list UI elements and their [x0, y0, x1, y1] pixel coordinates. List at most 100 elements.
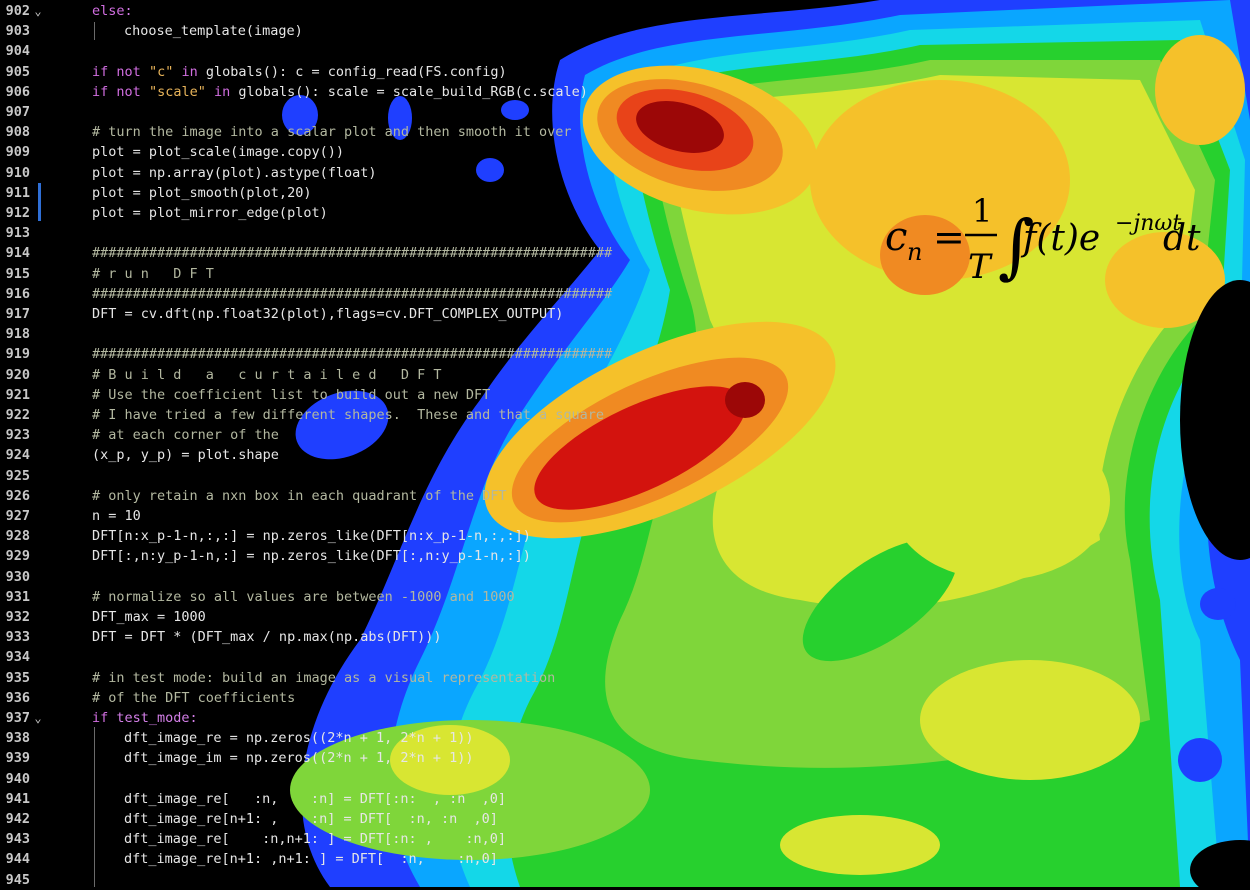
code-line[interactable]: 937 ⌄ if test_mode: [0, 708, 1250, 728]
formula-denominator: T [968, 247, 993, 287]
code-line[interactable]: 904 [0, 41, 1250, 61]
line-number: 911 [5, 184, 30, 201]
code-line[interactable]: 906 if not "scale" in globals(): scale = … [0, 82, 1250, 102]
code-text: else: [92, 3, 133, 20]
contour-hole [1190, 840, 1250, 887]
code-line[interactable]: 922 # I have tried a few different shapes… [0, 405, 1250, 425]
code-line[interactable]: 911 plot = plot_smooth(plot,20) [0, 183, 1250, 203]
formula-numerator: 1 [972, 192, 992, 230]
code-text: dft_image_re[n+1: ,n+1: ] = DFT[ :n, :n,… [124, 851, 498, 868]
code-text: # B u i l d a c u r t a i l e d D F T [92, 366, 442, 383]
code-line[interactable]: 944 dft_image_re[n+1: ,n+1: ] = DFT[ :n, … [0, 849, 1250, 869]
code-line[interactable]: 914 #####################################… [0, 243, 1250, 263]
line-number: 934 [5, 649, 30, 666]
line-number: 938 [5, 730, 30, 747]
contour-level-4 [802, 538, 958, 662]
code-text: DFT[n:x_p-1-n,:,:] = np.zeros_like(DFT[n… [92, 528, 531, 545]
code-text: dft_image_im = np.zeros((2*n + 1, 2*n + … [124, 750, 474, 767]
line-number: 909 [5, 144, 30, 161]
code-line[interactable]: 917 DFT = cv.dft(np.float32(plot),flags=c… [0, 304, 1250, 324]
code-line[interactable]: 918 [0, 324, 1250, 344]
code-line[interactable]: 916 #####################################… [0, 284, 1250, 304]
code-line[interactable]: 925 [0, 466, 1250, 486]
code-text: ########################################… [92, 245, 613, 262]
code-line[interactable]: 943 dft_image_re[ :n,n+1: ] = DFT[:n: , :… [0, 829, 1250, 849]
code-text: # in test mode: build an image as a visu… [92, 669, 556, 686]
line-number: 929 [5, 548, 30, 565]
line-number: 916 [5, 285, 30, 302]
code-line[interactable]: 929 DFT[:,n:y_p-1-n,:] = np.zeros_like(DF… [0, 546, 1250, 566]
formula-dt: dt [1163, 218, 1201, 259]
code-line[interactable]: 928 DFT[n:x_p-1-n,:,:] = np.zeros_like(DF… [0, 526, 1250, 546]
line-number: 937 [5, 710, 30, 727]
code-text: if not "c" in globals(): c = config_read… [92, 63, 507, 80]
code-line[interactable]: 915 # r u n D F T [0, 264, 1250, 284]
code-line[interactable]: 939 dft_image_im = np.zeros((2*n + 1, 2*n… [0, 748, 1250, 768]
code-line[interactable]: 933 DFT = DFT * (DFT_max / np.max(np.abs(… [0, 627, 1250, 647]
contour-level-1 [1200, 588, 1236, 620]
code-line[interactable]: 926 # only retain a nxn box in each quadr… [0, 486, 1250, 506]
chevron-down-icon[interactable]: ⌄ [34, 4, 42, 19]
line-number: 918 [5, 326, 30, 343]
line-number: 912 [5, 205, 30, 222]
code-text: # r u n D F T [92, 265, 214, 282]
line-number: 905 [5, 63, 30, 80]
code-line[interactable]: 945 [0, 870, 1250, 890]
code-text: DFT = DFT * (DFT_max / np.max(np.abs(DFT… [92, 629, 442, 646]
code-line[interactable]: 907 [0, 102, 1250, 122]
line-number: 933 [5, 629, 30, 646]
code-line[interactable]: 908 # turn the image into a scalar plot a… [0, 122, 1250, 142]
code-line[interactable]: 902 ⌄ else: [0, 1, 1250, 21]
code-line[interactable]: 940 [0, 769, 1250, 789]
code-line[interactable]: 927 n = 10 [0, 506, 1250, 526]
code-line[interactable]: 913 [0, 223, 1250, 243]
code-line[interactable]: 935 # in test mode: build an image as a v… [0, 668, 1250, 688]
change-marker [38, 183, 41, 221]
formula-lhs: c [885, 214, 907, 260]
code-text: dft_image_re[n+1: , :n] = DFT[ :n, :n ,0… [124, 811, 498, 828]
code-line[interactable]: 938 dft_image_re = np.zeros((2*n + 1, 2*n… [0, 728, 1250, 748]
line-number: 943 [5, 831, 30, 848]
code-line[interactable]: 942 dft_image_re[n+1: , :n] = DFT[ :n, :n… [0, 809, 1250, 829]
code-line[interactable]: 934 [0, 647, 1250, 667]
formula-lhs-sub: n [907, 238, 922, 266]
code-line[interactable]: 909 plot = plot_scale(image.copy()) [0, 142, 1250, 162]
code-text: if not "scale" in globals(): scale = sca… [92, 83, 588, 100]
code-line[interactable]: 931 # normalize so all values are between… [0, 587, 1250, 607]
code-line[interactable]: 920 # B u i l d a c u r t a i l e d D F T [0, 365, 1250, 385]
code-line[interactable]: 923 # at each corner of the [0, 425, 1250, 445]
code-text: # only retain a nxn box in each quadrant… [92, 487, 507, 504]
line-number: 927 [5, 508, 30, 525]
code-text: plot = plot_scale(image.copy()) [92, 144, 344, 161]
line-number: 910 [5, 164, 30, 181]
line-number: 928 [5, 528, 30, 545]
line-number: 906 [5, 83, 30, 100]
code-line[interactable]: 921 # Use the coefficient list to build o… [0, 385, 1250, 405]
code-text: ########################################… [92, 285, 613, 302]
code-text: plot = np.array(plot).astype(float) [92, 164, 377, 181]
code-line[interactable]: 912 plot = plot_mirror_edge(plot) [0, 203, 1250, 223]
code-line[interactable]: 910 plot = np.array(plot).astype(float) [0, 163, 1250, 183]
contour-island [295, 390, 389, 460]
code-text: (x_p, y_p) = plot.shape [92, 447, 279, 464]
contour-level-7 [1155, 35, 1245, 145]
line-number: 924 [5, 447, 30, 464]
code-line[interactable]: 932 DFT_max = 1000 [0, 607, 1250, 627]
line-number: 940 [5, 770, 30, 787]
chevron-down-icon[interactable]: ⌄ [34, 711, 42, 726]
contour-peak [636, 101, 724, 153]
code-line[interactable]: 905 if not "c" in globals(): c = config_r… [0, 62, 1250, 82]
code-line[interactable]: 903 choose_template(image) [0, 21, 1250, 41]
code-line[interactable]: 930 [0, 567, 1250, 587]
code-line[interactable]: 924 (x_p, y_p) = plot.shape [0, 445, 1250, 465]
contour-hole [1195, 295, 1250, 545]
code-text: n = 10 [92, 508, 141, 525]
code-line[interactable]: 941 dft_image_re[ :n, :n] = DFT[:n: , :n … [0, 789, 1250, 809]
line-number: 935 [5, 669, 30, 686]
code-text: # I have tried a few different shapes. T… [92, 407, 605, 424]
line-number: 915 [5, 265, 30, 282]
code-line[interactable]: 919 #####################################… [0, 344, 1250, 364]
contour-level-6 [780, 815, 940, 875]
code-line[interactable]: 936 # of the DFT coefficients [0, 688, 1250, 708]
